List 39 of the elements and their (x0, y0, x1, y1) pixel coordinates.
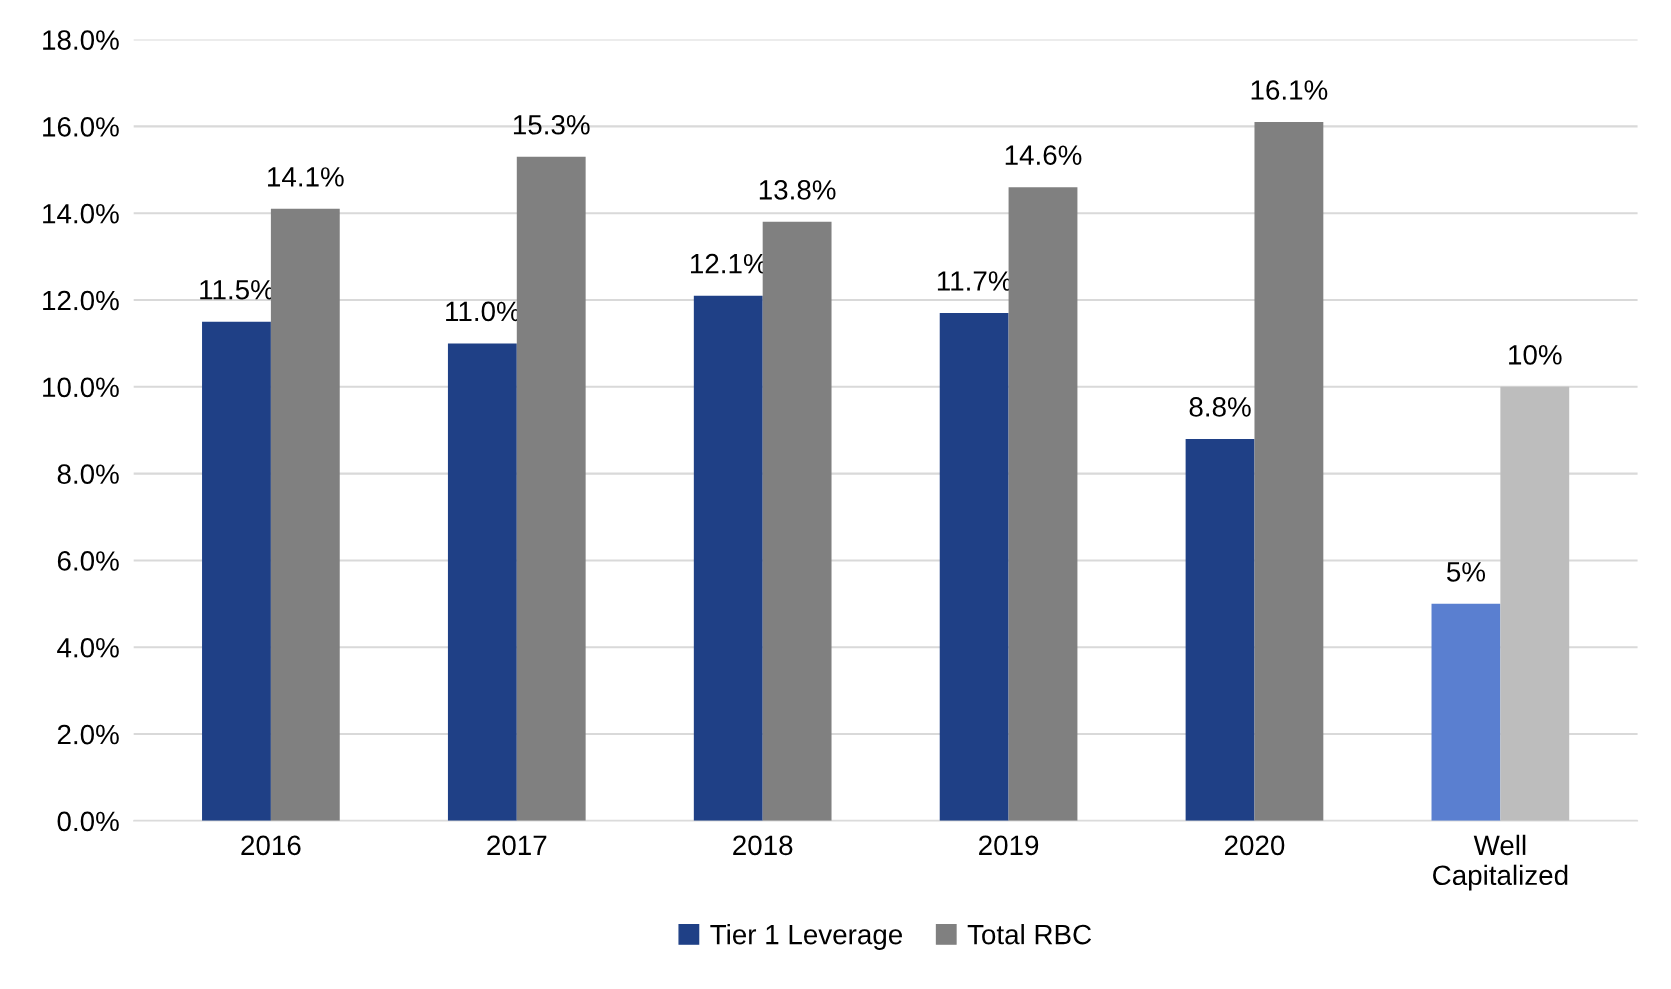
data-label: 14.1% (268, 167, 344, 187)
x-tick-label: 2020 (1224, 835, 1285, 856)
legend-label: Total RBC (967, 924, 1092, 945)
y-tick-label: 8.0% (57, 464, 119, 484)
data-label: 14.6% (1005, 145, 1082, 165)
y-tick-label: 14.0% (43, 203, 119, 224)
y-tick-label: 16.0% (43, 117, 119, 137)
data-label: 15.3% (513, 114, 590, 135)
y-tick-label: 6.0% (57, 551, 119, 571)
y-tick-label: 18.0% (43, 30, 119, 50)
bar (447, 343, 517, 821)
bar (693, 295, 763, 821)
data-label: 8.8% (1189, 397, 1251, 417)
bar (270, 208, 340, 821)
bar (1254, 122, 1324, 821)
bar (1500, 386, 1570, 821)
bar (516, 156, 586, 821)
bar (202, 321, 271, 821)
y-tick-label: 2.0% (57, 724, 119, 745)
legend-label: Tier 1 Leverage (710, 924, 902, 950)
y-tick-label: 4.0% (57, 637, 119, 658)
y-tick-label: 0.0% (57, 811, 119, 832)
data-label: 5% (1446, 562, 1486, 582)
data-label: 11.5% (200, 279, 274, 300)
y-tick-label: 10.0% (43, 377, 119, 398)
y-tick-label: 12.0% (43, 290, 119, 311)
bar (1008, 187, 1078, 821)
data-label: 10% (1509, 344, 1562, 365)
x-tick-label: 2017 (487, 835, 547, 856)
x-tick-label: Well Capitalized (1433, 834, 1568, 891)
bar (1185, 438, 1255, 821)
x-tick-label: 2018 (733, 835, 793, 856)
data-label: 13.8% (759, 180, 836, 200)
x-tick-label: 2019 (979, 835, 1039, 856)
bar (939, 313, 1009, 821)
x-tick-label: 2016 (241, 835, 301, 856)
bar (762, 221, 832, 821)
bar (1431, 603, 1501, 821)
data-label: 16.1% (1251, 80, 1328, 100)
